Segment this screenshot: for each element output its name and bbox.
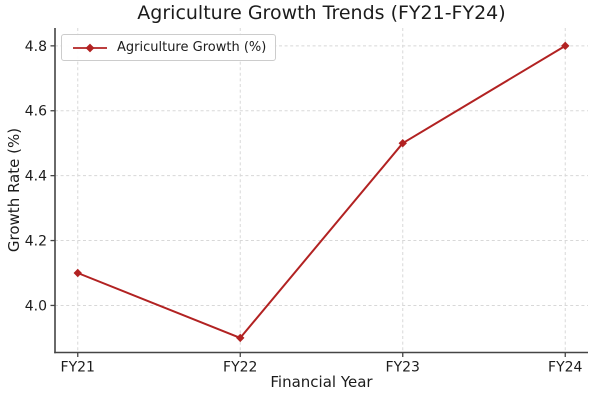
- y-tick-label: 4.2: [25, 234, 47, 250]
- x-tick-label: FY23: [386, 360, 420, 376]
- legend-label: Agriculture Growth (%): [117, 40, 267, 55]
- data-point-marker: [73, 268, 82, 278]
- data-point-marker: [236, 333, 245, 343]
- data-point-marker: [398, 138, 407, 148]
- y-tick-label: 4.6: [25, 104, 47, 120]
- legend: Agriculture Growth (%): [61, 34, 277, 61]
- data-line: [77, 44, 566, 339]
- legend-diamond-marker-icon: [85, 43, 95, 52]
- x-axis-label: Financial Year: [270, 373, 373, 391]
- y-tick-label: 4.8: [25, 39, 47, 55]
- x-tick-label: FY21: [61, 360, 95, 376]
- chart-title: Agriculture Growth Trends (FY21-FY24): [137, 2, 506, 24]
- y-tick-label: 4.4: [25, 169, 47, 185]
- x-tick-label: FY22: [223, 360, 257, 376]
- x-tick-label: FY24: [548, 360, 583, 376]
- legend-line-sample-icon: [73, 43, 107, 52]
- y-axis-label: Growth Rate (%): [5, 127, 23, 253]
- data-point-marker: [561, 41, 570, 51]
- y-tick-label: 4.0: [25, 298, 47, 314]
